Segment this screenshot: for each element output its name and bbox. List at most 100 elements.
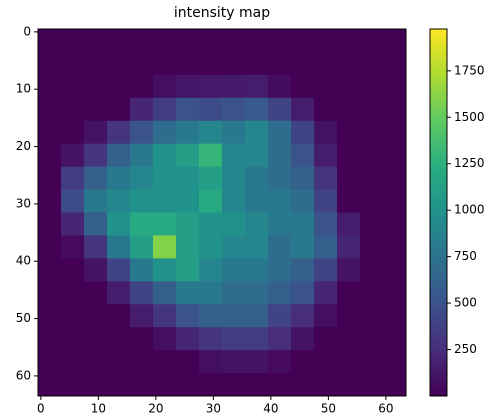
heatmap-cell: [268, 189, 292, 213]
heatmap-cell: [291, 51, 315, 76]
heatmap-cell: [61, 350, 85, 374]
heatmap-cell: [84, 373, 108, 397]
heatmap-cell: [199, 235, 223, 259]
heatmap-cell: [153, 350, 177, 374]
heatmap-cell: [176, 350, 200, 374]
heatmap-cell: [107, 166, 131, 191]
heatmap-cell: [153, 166, 177, 191]
heatmap-cell: [176, 143, 200, 168]
colorbar-tick-label: 1250: [454, 156, 485, 170]
heatmap-cell: [222, 350, 246, 374]
heatmap-cell: [268, 373, 292, 397]
heatmap-cell: [383, 51, 407, 76]
heatmap-cell: [153, 29, 177, 53]
heatmap-cell: [337, 143, 361, 168]
heatmap-cell: [130, 258, 154, 282]
colorbar-tick-label: 1500: [454, 110, 485, 124]
heatmap-cell: [84, 350, 108, 374]
x-tick-label: 60: [378, 402, 393, 416]
heatmap-cell: [314, 120, 338, 145]
heatmap-cell: [107, 235, 131, 259]
heatmap-cell: [245, 51, 269, 76]
heatmap-cell: [291, 212, 315, 236]
heatmap-cell: [153, 51, 177, 76]
heatmap-cell: [130, 97, 154, 122]
heatmap-cell: [383, 120, 407, 145]
heatmap-cell: [383, 166, 407, 191]
heatmap-cell: [268, 327, 292, 351]
heatmap-cell: [107, 212, 131, 236]
colorbar-tick-label: 1750: [454, 63, 485, 77]
heatmap-cell: [383, 212, 407, 236]
heatmap-cell: [153, 143, 177, 168]
heatmap-cell: [61, 166, 85, 191]
heatmap-cell: [38, 189, 62, 213]
heatmap-cell: [383, 258, 407, 282]
heatmap-cell: [337, 235, 361, 259]
heatmap-cell: [268, 166, 292, 191]
heatmap-cell: [61, 281, 85, 305]
x-tick-label: 40: [263, 402, 278, 416]
heatmap-cell: [314, 189, 338, 213]
heatmap-cell: [268, 120, 292, 145]
heatmap-cell: [153, 120, 177, 145]
heatmap-cell: [38, 97, 62, 122]
heatmap-cell: [176, 189, 200, 213]
heatmap-cell: [314, 350, 338, 374]
heatmap-cell: [61, 51, 85, 76]
heatmap-cell: [199, 97, 223, 122]
heatmap-cell: [153, 97, 177, 122]
heatmap-cell: [222, 235, 246, 259]
heatmap-cell: [153, 258, 177, 282]
y-tick-label: 20: [16, 139, 31, 153]
heatmap-cell: [337, 189, 361, 213]
heatmap-cell: [130, 327, 154, 351]
heatmap-cell: [153, 327, 177, 351]
heatmap-cell: [176, 120, 200, 145]
heatmap-cell: [84, 281, 108, 305]
heatmap-cell: [222, 97, 246, 122]
heatmap-cell: [107, 143, 131, 168]
heatmap-cell: [84, 235, 108, 259]
heatmap-cell: [383, 327, 407, 351]
heatmap-cell: [153, 281, 177, 305]
heatmap-cell: [360, 350, 384, 374]
heatmap-cell: [199, 304, 223, 328]
y-tick-label: 40: [16, 254, 31, 268]
heatmap-cell: [314, 74, 338, 99]
heatmap-cell: [268, 51, 292, 76]
heatmap-cell: [314, 281, 338, 305]
heatmap-cell: [84, 74, 108, 99]
heatmap-cell: [84, 29, 108, 53]
heatmap-cell: [199, 189, 223, 213]
heatmap-cell: [107, 373, 131, 397]
heatmap-cell: [199, 350, 223, 374]
y-tick-label: 50: [16, 311, 31, 325]
heatmap-cell: [107, 304, 131, 328]
heatmap-cell: [360, 97, 384, 122]
heatmap-cell: [84, 258, 108, 282]
heatmap-cell: [245, 120, 269, 145]
heatmap-cell: [61, 143, 85, 168]
heatmap-cell: [268, 74, 292, 99]
x-tick-label: 20: [148, 402, 163, 416]
heatmap-cell: [291, 304, 315, 328]
heatmap-cell: [61, 189, 85, 213]
heatmap-cell: [153, 373, 177, 397]
x-tick-label: 10: [91, 402, 106, 416]
heatmap-cell: [291, 281, 315, 305]
heatmap-cell: [337, 373, 361, 397]
heatmap-cell: [245, 235, 269, 259]
x-tick-label: 50: [321, 402, 336, 416]
heatmap-cell: [314, 235, 338, 259]
heatmap-cell: [130, 212, 154, 236]
heatmap-cell: [268, 212, 292, 236]
heatmap-cell: [176, 373, 200, 397]
heatmap-cell: [337, 258, 361, 282]
heatmap-cell: [360, 29, 384, 53]
heatmap-cell: [130, 74, 154, 99]
heatmap-cell: [130, 120, 154, 145]
heatmap-cell: [84, 304, 108, 328]
heatmap-cell: [130, 189, 154, 213]
